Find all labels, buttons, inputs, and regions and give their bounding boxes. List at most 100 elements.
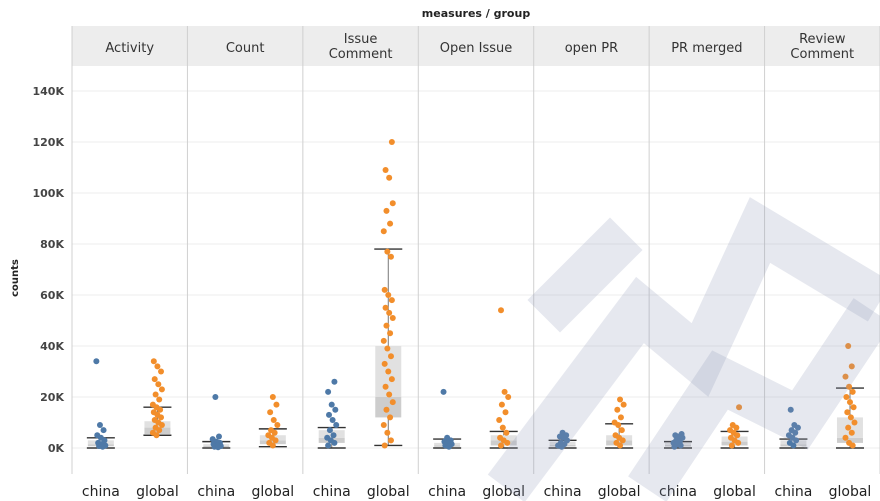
data-point-global (842, 373, 849, 380)
panel-header-line: Review (799, 32, 846, 47)
data-point-global (386, 391, 393, 398)
data-point-china (794, 424, 801, 431)
data-point-china (331, 378, 338, 385)
box-lower (721, 441, 748, 446)
data-point-global (728, 442, 735, 449)
data-point-global (736, 404, 743, 411)
data-point-global (617, 396, 624, 403)
data-point-global (499, 424, 506, 431)
data-point-global (386, 174, 393, 181)
panel-header: Activity (105, 41, 154, 56)
x-category-label: china (82, 484, 120, 500)
data-point-global (843, 394, 850, 400)
data-point-global (158, 414, 165, 421)
data-point-china (329, 416, 336, 423)
data-point-global (274, 422, 281, 429)
x-category-label: global (136, 484, 179, 500)
data-point-global (158, 386, 165, 393)
data-point-global (850, 404, 857, 411)
data-point-global (152, 391, 159, 398)
panel-header: Count (226, 41, 265, 56)
data-point-global (158, 368, 165, 375)
x-category-label: global (598, 484, 641, 500)
x-category-label: china (659, 484, 697, 500)
panel-header-line: Comment (329, 47, 393, 62)
data-point-china (100, 427, 107, 434)
data-point-global (849, 388, 856, 395)
data-point-china (99, 443, 106, 450)
x-category-label: china (428, 484, 466, 500)
data-point-global (844, 409, 851, 416)
y-tick-label: 20K (40, 391, 64, 404)
data-point-china (671, 443, 678, 450)
data-point-global (618, 427, 625, 434)
data-point-global (615, 422, 622, 429)
panel-header-line: Issue (344, 32, 378, 47)
box-lower (375, 397, 402, 418)
data-point-global (150, 358, 157, 365)
data-point-global (735, 439, 742, 446)
data-point-global (617, 442, 624, 449)
data-point-china (215, 433, 222, 440)
data-point-global (502, 409, 509, 416)
data-point-global (501, 388, 508, 395)
x-category-label: global (367, 484, 410, 500)
data-point-global (847, 414, 854, 421)
data-point-global (382, 383, 389, 390)
data-point-global (845, 343, 852, 349)
gridlines (72, 90, 880, 449)
data-point-global (269, 394, 276, 400)
data-point-global (384, 345, 391, 352)
data-point-global (848, 363, 855, 370)
panel-header-line: Comment (790, 47, 854, 62)
data-point-global (619, 437, 626, 444)
y-tick-label: 60K (40, 289, 64, 302)
box-lower (259, 440, 286, 445)
data-point-global (846, 399, 853, 406)
data-point-global (387, 414, 394, 421)
panel-header: Open Issue (440, 41, 512, 56)
data-point-china (333, 422, 340, 429)
data-point-global (620, 401, 627, 408)
data-point-china (212, 394, 219, 400)
data-point-china (440, 388, 447, 395)
data-point-global (385, 368, 392, 375)
data-point-global (155, 381, 162, 388)
data-point-china (332, 406, 339, 413)
data-point-global (151, 376, 158, 383)
data-point-global (503, 429, 510, 436)
y-tick-label: 120K (33, 136, 65, 149)
data-point-china (328, 401, 335, 408)
data-point-global (383, 322, 390, 329)
data-point-global (270, 416, 277, 423)
x-category-label: global (482, 484, 525, 500)
data-point-global (498, 401, 505, 408)
data-point-global (154, 363, 161, 370)
data-point-global (383, 207, 390, 214)
panel-header: Issue Comment (329, 32, 393, 62)
data-point-global (498, 307, 505, 314)
x-category-label: china (774, 484, 812, 500)
data-point-global (381, 360, 388, 367)
y-tick-label: 80K (40, 238, 64, 251)
data-point-china (215, 444, 222, 451)
x-category-label: china (197, 484, 235, 500)
data-point-global (387, 353, 394, 360)
data-point-global (385, 292, 392, 298)
data-point-global (389, 314, 396, 321)
data-point-global (271, 429, 278, 436)
data-point-global (381, 286, 388, 293)
panel-header: open PR (565, 41, 618, 56)
data-point-china (325, 388, 332, 395)
panel-header: PR merged (671, 41, 742, 56)
data-point-global (842, 434, 849, 441)
x-category-label: global (829, 484, 872, 500)
data-point-global (496, 416, 503, 423)
data-point-global (157, 406, 164, 413)
data-point-global (380, 337, 387, 344)
data-point-global (382, 167, 389, 174)
data-point-global (505, 394, 512, 400)
data-point-global (849, 442, 856, 449)
data-point-global (389, 399, 396, 406)
